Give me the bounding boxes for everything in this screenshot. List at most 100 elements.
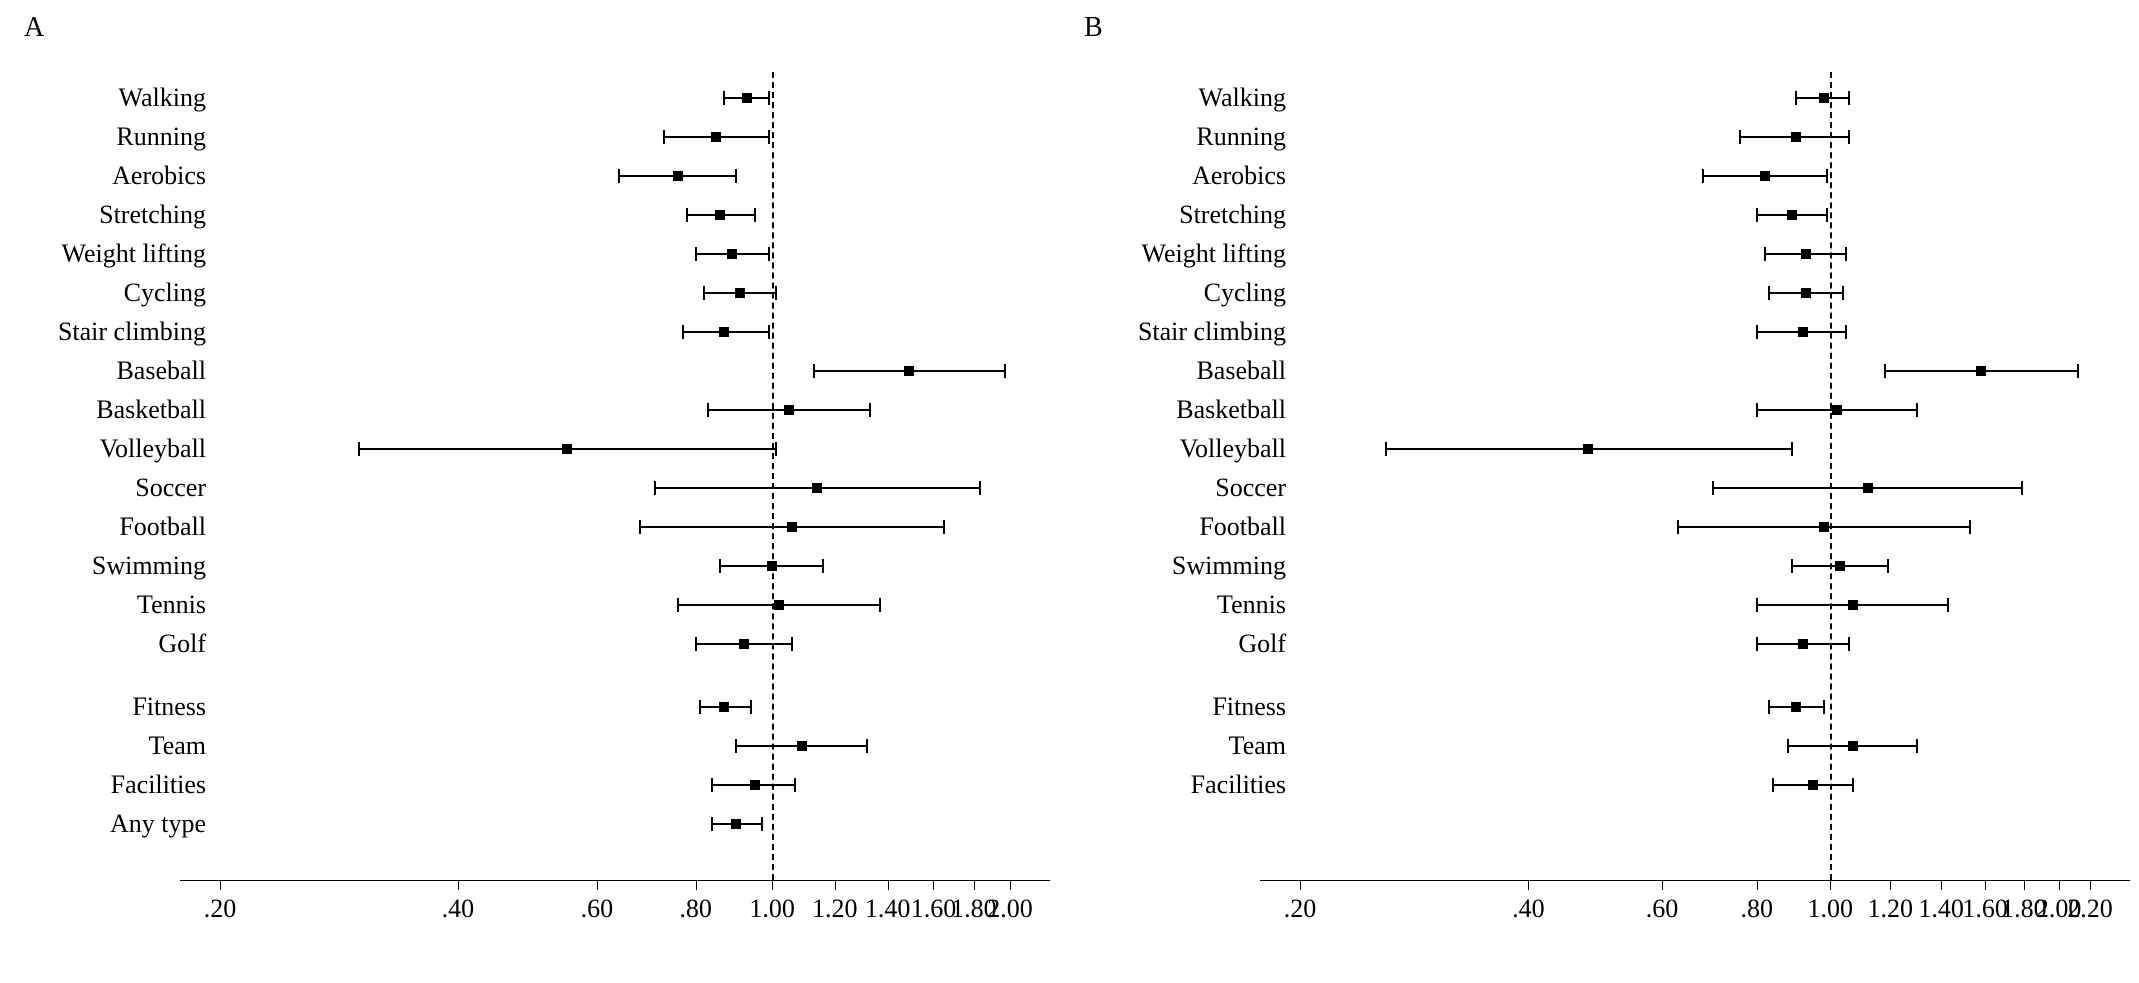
x-tick-mark <box>458 880 459 890</box>
point-marker <box>767 561 777 571</box>
ci-cap <box>813 364 815 378</box>
point-marker <box>1798 327 1808 337</box>
ci-cap <box>711 817 713 831</box>
point-marker <box>562 444 572 454</box>
panel-letter-a: A <box>24 12 44 44</box>
x-tick-mark <box>1528 880 1529 890</box>
point-marker <box>1848 600 1858 610</box>
x-tick-mark <box>1830 880 1831 890</box>
point-marker <box>797 741 807 751</box>
x-tick-label: 1.00 <box>1807 894 1853 924</box>
x-tick-mark <box>696 880 697 890</box>
row-label: Stretching <box>99 200 220 230</box>
x-axis <box>1260 880 2130 881</box>
row-label: Stretching <box>1179 200 1300 230</box>
row-label: Weight lifting <box>1142 239 1301 269</box>
row-label: Tennis <box>137 590 220 620</box>
point-marker <box>673 171 683 181</box>
x-tick-mark <box>835 880 836 890</box>
ci-cap <box>754 208 756 222</box>
ci-cap <box>1756 598 1758 612</box>
ci-cap <box>1845 325 1847 339</box>
ci-cap <box>1385 442 1387 456</box>
point-marker <box>739 639 749 649</box>
ci-cap <box>695 637 697 651</box>
ci-cap <box>1712 481 1714 495</box>
ci-cap <box>1826 208 1828 222</box>
row-label: Basketball <box>1176 395 1300 425</box>
ci-cap <box>719 559 721 573</box>
ci-cap <box>943 520 945 534</box>
x-tick-mark <box>2059 880 2060 890</box>
row-label: Golf <box>1238 629 1300 659</box>
point-marker <box>1976 366 1986 376</box>
row-label: Baseball <box>116 356 220 386</box>
x-tick-label: 1.60 <box>911 894 957 924</box>
ci-cap <box>1916 739 1918 753</box>
ci-cap <box>618 169 620 183</box>
row-label: Cycling <box>124 278 220 308</box>
ci-cap <box>654 481 656 495</box>
row-label: Baseball <box>1196 356 1300 386</box>
row-label: Walking <box>1199 83 1300 113</box>
ci-cap <box>775 286 777 300</box>
ci-cap <box>1884 364 1886 378</box>
ci-cap <box>711 778 713 792</box>
row-label: Football <box>1199 512 1300 542</box>
point-marker <box>774 600 784 610</box>
ci-cap <box>1004 364 1006 378</box>
row-label: Facilities <box>111 770 220 800</box>
forest-figure: A.20.40.60.801.001.201.401.601.802.00Wal… <box>0 0 2139 983</box>
row-label: Running <box>1196 122 1300 152</box>
ci-cap <box>1772 778 1774 792</box>
ci-cap <box>1791 442 1793 456</box>
ci-cap <box>768 130 770 144</box>
x-tick-label: .20 <box>204 894 237 924</box>
ci-cap <box>686 208 688 222</box>
ci-cap <box>639 520 641 534</box>
ci-cap <box>1845 247 1847 261</box>
x-tick-mark <box>2024 880 2025 890</box>
ci-cap <box>761 817 763 831</box>
x-tick-label: .20 <box>1284 894 1317 924</box>
row-label: Walking <box>119 83 220 113</box>
row-label: Volleyball <box>1180 434 1300 464</box>
ci-cap <box>1842 286 1844 300</box>
ci-cap <box>1848 91 1850 105</box>
x-tick-mark <box>220 880 221 890</box>
point-marker <box>1863 483 1873 493</box>
x-tick-label: .60 <box>581 894 614 924</box>
ci-cap <box>735 169 737 183</box>
point-marker <box>742 93 752 103</box>
ci-cap <box>1852 778 1854 792</box>
row-label: Football <box>119 512 220 542</box>
x-tick-label: 1.00 <box>749 894 795 924</box>
ci-cap <box>1823 700 1825 714</box>
point-marker <box>1760 171 1770 181</box>
ci-cap <box>768 325 770 339</box>
ci-cap <box>1826 169 1828 183</box>
ci-cap <box>1795 91 1797 105</box>
ci-cap <box>2021 481 2023 495</box>
point-marker <box>812 483 822 493</box>
ci-cap <box>663 130 665 144</box>
x-tick-mark <box>1985 880 1986 890</box>
row-label: Fitness <box>1212 692 1300 722</box>
point-marker <box>1832 405 1842 415</box>
ci-cap <box>1791 559 1793 573</box>
x-tick-mark <box>1890 880 1891 890</box>
ci-cap <box>1768 700 1770 714</box>
point-marker <box>719 327 729 337</box>
row-label: Facilities <box>1191 770 1300 800</box>
x-tick-mark <box>974 880 975 890</box>
point-marker <box>711 132 721 142</box>
plot-area-b: .20.40.60.801.001.201.401.601.802.002.20… <box>1300 72 2090 880</box>
ci-cap <box>750 700 752 714</box>
row-label: Fitness <box>132 692 220 722</box>
row-label: Swimming <box>92 551 220 581</box>
ci-cap <box>707 403 709 417</box>
row-label: Basketball <box>96 395 220 425</box>
ci-cap <box>682 325 684 339</box>
point-marker <box>1808 780 1818 790</box>
ci-cap <box>1702 169 1704 183</box>
